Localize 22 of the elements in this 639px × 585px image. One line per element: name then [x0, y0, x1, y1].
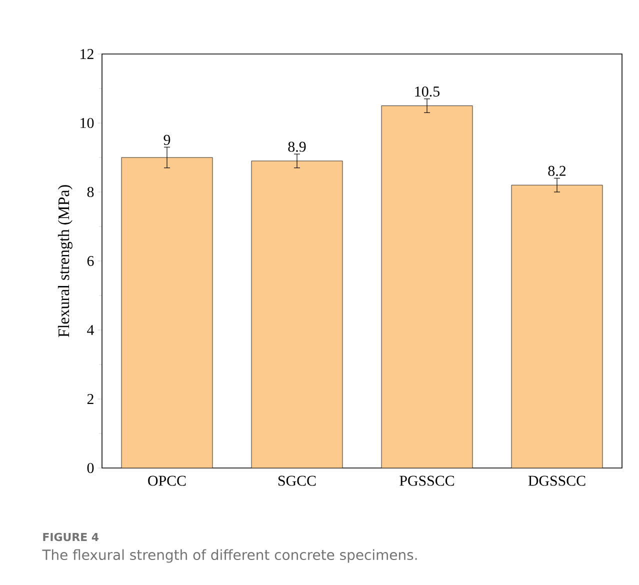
y-tick-label: 2: [87, 394, 94, 404]
x-tick-label: OPCC: [148, 476, 186, 486]
text: The flexural strength of different concrete specimens.: [42, 549, 417, 563]
data-label: 8.2: [548, 166, 566, 176]
data-label: 8.9: [288, 142, 306, 152]
x-tick-label: SGCC: [278, 476, 316, 486]
y-tick-label: 4: [87, 325, 94, 335]
bar: [122, 157, 213, 468]
bar: [511, 184, 603, 468]
bar: [251, 160, 343, 468]
y-tick-label: 0: [87, 462, 94, 474]
x-tick-label: DGSSCC: [528, 476, 586, 486]
caption: FIGURE 4: [43, 532, 99, 542]
y-tick-label: 8: [87, 186, 94, 198]
x-tick-label: PGSSCC: [400, 476, 454, 486]
y-tick-label: 10: [80, 118, 94, 128]
bar: [381, 106, 473, 468]
data-label: 10.5: [415, 86, 440, 97]
y-axis-title: Flexural strength (MPa): [58, 185, 72, 338]
y-tick-label: 6: [87, 256, 94, 266]
y-tick-label: 12: [80, 49, 94, 59]
data-label: 9: [164, 134, 170, 145]
